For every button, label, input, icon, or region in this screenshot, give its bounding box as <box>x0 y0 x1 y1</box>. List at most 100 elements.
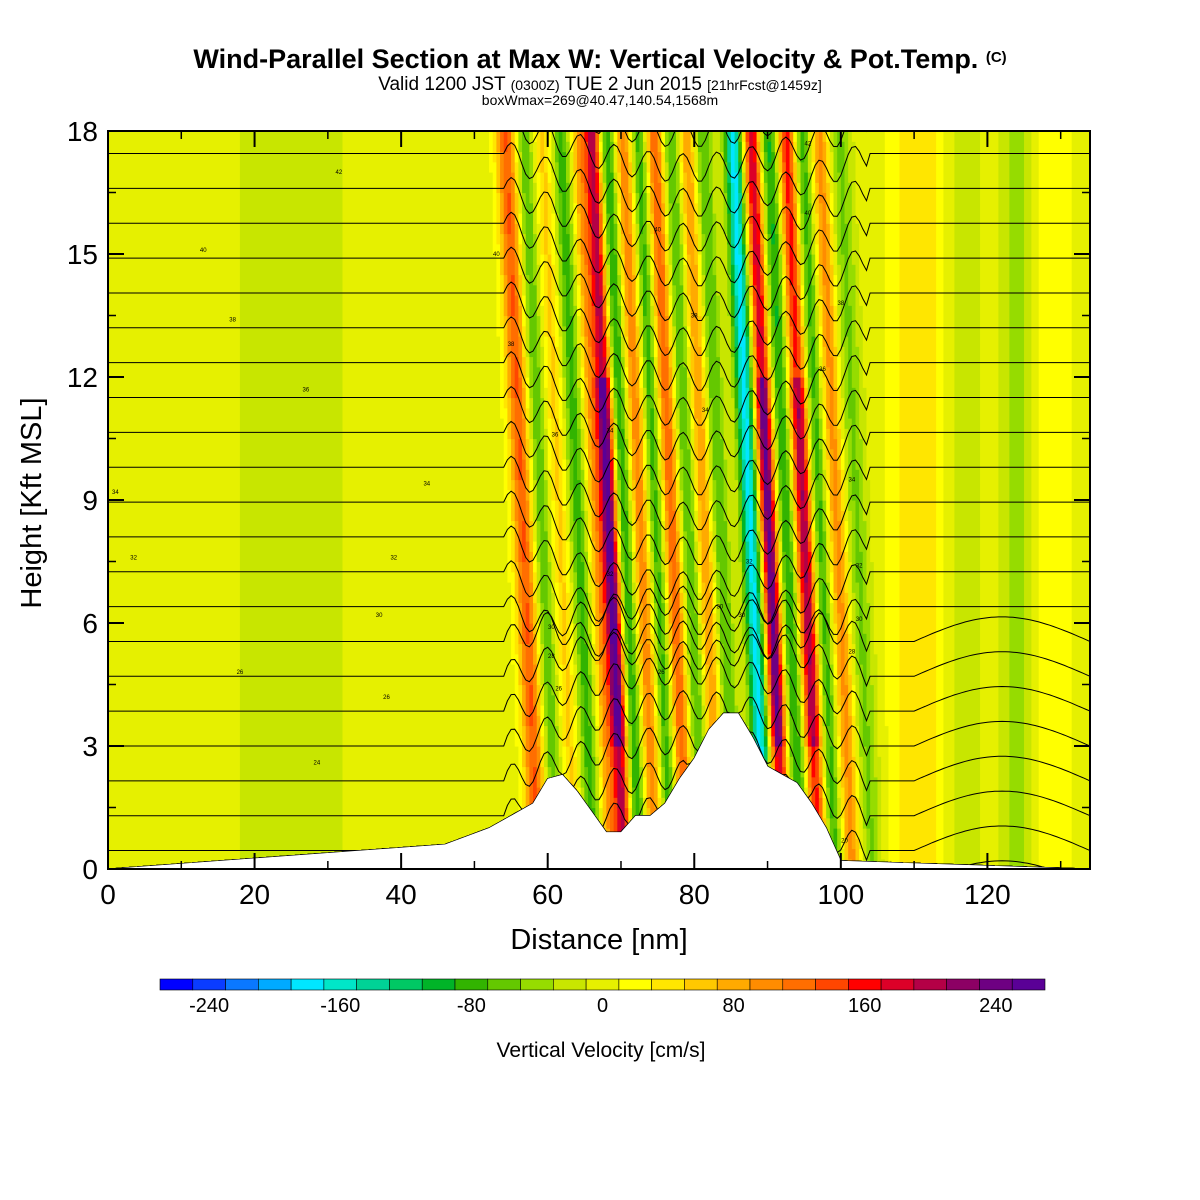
field-cell <box>796 735 802 798</box>
field-cell <box>756 489 761 501</box>
field-cell <box>701 428 706 583</box>
field-cell <box>745 141 750 163</box>
field-cell <box>778 582 783 593</box>
field-cell <box>599 274 604 296</box>
field-cell <box>620 633 626 645</box>
field-cell <box>690 459 695 491</box>
field-cell <box>588 500 593 532</box>
field-cell <box>675 161 681 204</box>
field-cell <box>668 664 673 686</box>
field-cell <box>789 510 794 542</box>
field-cell <box>595 407 600 440</box>
colorbar-swatch <box>979 978 1013 991</box>
field-cell <box>763 233 769 255</box>
field-cell <box>778 131 783 153</box>
field-cell <box>195 131 201 869</box>
field-cell <box>668 243 673 265</box>
field-cell <box>782 213 787 235</box>
field-cell <box>591 305 596 358</box>
field-cell <box>796 582 802 604</box>
field-cell <box>679 131 684 163</box>
field-cell <box>635 192 640 224</box>
field-cell <box>811 284 816 337</box>
field-cell <box>785 243 791 265</box>
field-cell <box>807 715 813 737</box>
field-cell <box>533 131 538 142</box>
field-cell <box>544 336 549 388</box>
field-cell <box>840 848 846 869</box>
field-cell <box>657 520 662 573</box>
field-cell <box>859 807 864 850</box>
field-cell <box>672 510 677 645</box>
field-cell <box>562 151 567 276</box>
field-cell <box>873 776 879 869</box>
field-cell <box>778 172 783 194</box>
field-cell <box>544 387 549 429</box>
field-cell <box>738 407 743 429</box>
field-cell <box>745 213 750 224</box>
field-cell <box>511 172 516 214</box>
field-cell <box>247 131 252 869</box>
field-cell <box>210 131 215 869</box>
field-cell <box>599 151 604 173</box>
field-cell <box>595 213 600 317</box>
field-cell <box>573 305 578 347</box>
field-cell <box>672 643 677 675</box>
field-cell <box>679 284 684 450</box>
field-cell <box>793 407 798 429</box>
field-cell <box>763 254 769 265</box>
field-cell <box>584 418 589 450</box>
field-cell <box>595 530 600 583</box>
field-cell <box>719 377 725 440</box>
field-cell <box>533 438 538 481</box>
field-cell <box>837 705 842 737</box>
field-cell <box>866 131 871 481</box>
field-cell <box>840 141 846 255</box>
field-cell <box>650 479 655 522</box>
field-cell <box>492 161 498 255</box>
field-cell <box>807 172 813 204</box>
field-cell <box>639 602 644 645</box>
field-cell <box>503 500 508 869</box>
field-cell <box>745 284 750 306</box>
field-cell <box>489 172 494 869</box>
field-cell <box>686 612 692 655</box>
field-cell <box>752 551 758 583</box>
field-cell <box>642 131 648 142</box>
field-cell <box>672 131 677 286</box>
field-cell <box>741 131 747 142</box>
field-cell <box>822 141 827 194</box>
field-cell <box>767 161 772 235</box>
field-cell <box>701 674 706 706</box>
field-cell <box>818 756 824 778</box>
field-cell <box>664 182 670 214</box>
field-cell <box>503 131 508 153</box>
field-cell <box>752 582 758 665</box>
field-cell <box>763 182 769 204</box>
field-cell <box>763 202 769 235</box>
field-cell <box>679 448 684 491</box>
field-cell <box>829 151 835 194</box>
field-cell <box>584 377 589 419</box>
field-cell <box>591 377 596 399</box>
field-cell <box>635 715 640 747</box>
field-cell <box>1046 131 1051 869</box>
field-cell <box>752 530 758 552</box>
field-cell <box>716 131 721 296</box>
field-cell <box>591 612 596 645</box>
field-cell <box>624 776 629 788</box>
field-cell <box>782 643 787 665</box>
field-cell <box>807 520 813 542</box>
field-cell <box>756 469 761 491</box>
field-cell <box>609 366 615 378</box>
field-cell <box>785 315 791 337</box>
field-cell <box>752 705 758 737</box>
field-cell <box>818 797 824 829</box>
field-cell <box>577 172 582 214</box>
field-cell <box>588 418 593 460</box>
field-cell <box>573 571 578 624</box>
field-cell <box>994 131 999 869</box>
field-cell <box>657 377 662 399</box>
field-cell <box>701 274 706 306</box>
